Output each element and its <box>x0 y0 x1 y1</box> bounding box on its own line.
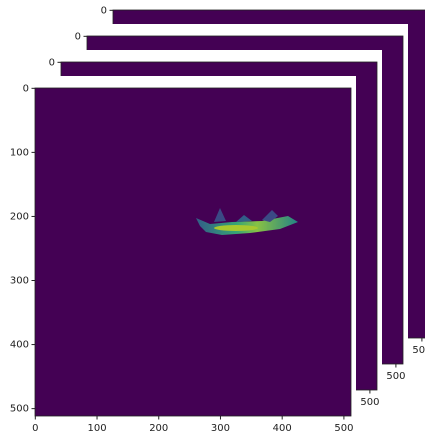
y-tick-label: 400 <box>10 340 29 351</box>
image <box>34 87 352 417</box>
x-tick-label: 200 <box>149 423 168 434</box>
y-tick-label: 0 <box>101 5 107 16</box>
x-tick-label: 500 <box>360 397 379 408</box>
x-tick-label: 300 <box>211 423 230 434</box>
x-tick-label: 500 <box>386 371 405 382</box>
image-content <box>196 208 298 235</box>
blob <box>214 225 258 231</box>
y-tick-label: 0 <box>75 31 81 42</box>
x-tick-label: 400 <box>273 423 292 434</box>
y-tick-label: 300 <box>10 276 29 287</box>
x-tick-label: 500 <box>412 345 425 356</box>
blob <box>236 215 252 222</box>
y-tick-label: 0 <box>49 57 55 68</box>
x-tick-label: 500 <box>334 423 353 434</box>
blob <box>262 210 278 222</box>
x-tick-label: 100 <box>87 423 106 434</box>
y-tick-label: 500 <box>10 404 29 415</box>
y-tick-label: 200 <box>10 211 29 222</box>
x-tick-label: 0 <box>32 423 38 434</box>
y-tick-label: 100 <box>10 147 29 158</box>
blob <box>214 208 226 222</box>
y-tick-label: 0 <box>23 83 29 94</box>
